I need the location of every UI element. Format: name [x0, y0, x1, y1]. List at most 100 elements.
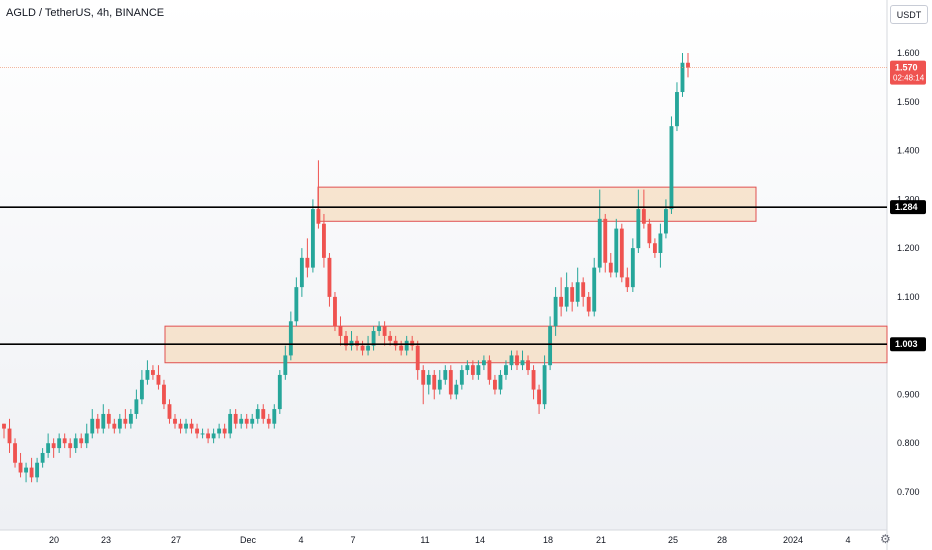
- candle-body[interactable]: [570, 287, 575, 302]
- candle-body[interactable]: [625, 277, 630, 288]
- candle-body[interactable]: [13, 443, 17, 463]
- candle-body[interactable]: [90, 418, 95, 434]
- candle-body[interactable]: [597, 218, 602, 268]
- candle-body[interactable]: [664, 209, 668, 234]
- candle-body[interactable]: [619, 228, 624, 278]
- candle-body[interactable]: [675, 92, 679, 127]
- candle-body[interactable]: [559, 296, 564, 307]
- candle-body[interactable]: [531, 370, 536, 390]
- candle-body[interactable]: [608, 262, 613, 273]
- candle-body[interactable]: [658, 233, 663, 253]
- candle-body[interactable]: [24, 467, 28, 473]
- candle-body[interactable]: [641, 209, 646, 224]
- candle-body[interactable]: [84, 433, 89, 444]
- candle-body[interactable]: [393, 340, 398, 346]
- candle-body[interactable]: [476, 365, 481, 375]
- candle-body[interactable]: [167, 404, 172, 419]
- candle-body[interactable]: [515, 355, 519, 366]
- candle-body[interactable]: [162, 384, 166, 405]
- candle-body[interactable]: [377, 326, 382, 332]
- candle-body[interactable]: [338, 326, 343, 336]
- candle-body[interactable]: [244, 418, 249, 424]
- candle-body[interactable]: [686, 62, 690, 68]
- candle-body[interactable]: [553, 296, 558, 327]
- candle-body[interactable]: [79, 438, 84, 444]
- candle-body[interactable]: [51, 443, 56, 449]
- candle-body[interactable]: [2, 423, 6, 429]
- candle-body[interactable]: [382, 326, 387, 336]
- candle-body[interactable]: [355, 340, 359, 346]
- gear-icon[interactable]: ⚙: [880, 532, 891, 546]
- candle-body[interactable]: [189, 423, 194, 429]
- candle-body[interactable]: [487, 360, 492, 380]
- candle-body[interactable]: [592, 267, 597, 312]
- candle-body[interactable]: [195, 428, 199, 434]
- candle-body[interactable]: [57, 438, 62, 449]
- candle-body[interactable]: [95, 418, 100, 429]
- candle-body[interactable]: [504, 365, 508, 375]
- candle-body[interactable]: [277, 374, 282, 410]
- price-axis[interactable]: [887, 0, 932, 550]
- candle-body[interactable]: [459, 370, 464, 385]
- candle-body[interactable]: [156, 374, 161, 385]
- candle-body[interactable]: [46, 443, 51, 453]
- candle-body[interactable]: [217, 428, 222, 434]
- candle-body[interactable]: [586, 296, 591, 312]
- candle-body[interactable]: [575, 282, 580, 302]
- candle-body[interactable]: [542, 365, 547, 405]
- candle-body[interactable]: [62, 438, 67, 444]
- candle-body[interactable]: [272, 409, 277, 424]
- candle-body[interactable]: [68, 443, 73, 449]
- candle-body[interactable]: [537, 389, 541, 405]
- candle-body[interactable]: [283, 355, 288, 375]
- candle-body[interactable]: [250, 418, 255, 424]
- candle-body[interactable]: [35, 462, 40, 478]
- candle-body[interactable]: [371, 331, 376, 346]
- candle-body[interactable]: [509, 355, 514, 366]
- candle-body[interactable]: [443, 370, 448, 380]
- candle-body[interactable]: [228, 413, 233, 434]
- candle-body[interactable]: [322, 223, 326, 258]
- candle-body[interactable]: [134, 399, 139, 414]
- candle-body[interactable]: [123, 418, 128, 424]
- candle-body[interactable]: [349, 340, 354, 346]
- candle-body[interactable]: [184, 423, 188, 429]
- candle-body[interactable]: [399, 345, 404, 351]
- candle-body[interactable]: [360, 345, 365, 351]
- candle-body[interactable]: [415, 345, 420, 371]
- candle-body[interactable]: [493, 379, 497, 390]
- candle-body[interactable]: [333, 296, 337, 327]
- candle-body[interactable]: [261, 409, 266, 419]
- candle-body[interactable]: [327, 257, 332, 297]
- candle-body[interactable]: [454, 384, 459, 395]
- candle-body[interactable]: [316, 209, 321, 224]
- candle-body[interactable]: [101, 413, 106, 429]
- candle-body[interactable]: [581, 282, 586, 297]
- candle-body[interactable]: [548, 326, 553, 366]
- candle-body[interactable]: [310, 209, 315, 268]
- candle-body[interactable]: [18, 462, 23, 473]
- candle-body[interactable]: [128, 413, 133, 424]
- candle-body[interactable]: [603, 218, 608, 263]
- candle-body[interactable]: [520, 360, 525, 366]
- candle-body[interactable]: [211, 433, 216, 439]
- candle-body[interactable]: [200, 433, 205, 435]
- candle-body[interactable]: [106, 413, 111, 424]
- candle-body[interactable]: [139, 379, 144, 400]
- candle-body[interactable]: [222, 428, 227, 434]
- candle-body[interactable]: [255, 409, 260, 419]
- candle-body[interactable]: [288, 321, 293, 356]
- candle-body[interactable]: [173, 418, 177, 424]
- candle-body[interactable]: [465, 365, 470, 371]
- candle-body[interactable]: [178, 423, 183, 429]
- candle-body[interactable]: [498, 374, 503, 390]
- candle-body[interactable]: [151, 370, 155, 375]
- candle-body[interactable]: [29, 467, 34, 478]
- candle-body[interactable]: [647, 223, 652, 244]
- candle-body[interactable]: [40, 452, 45, 463]
- candle-body[interactable]: [564, 287, 569, 307]
- candle-body[interactable]: [366, 345, 370, 351]
- candle-body[interactable]: [7, 428, 12, 444]
- candle-body[interactable]: [448, 370, 453, 395]
